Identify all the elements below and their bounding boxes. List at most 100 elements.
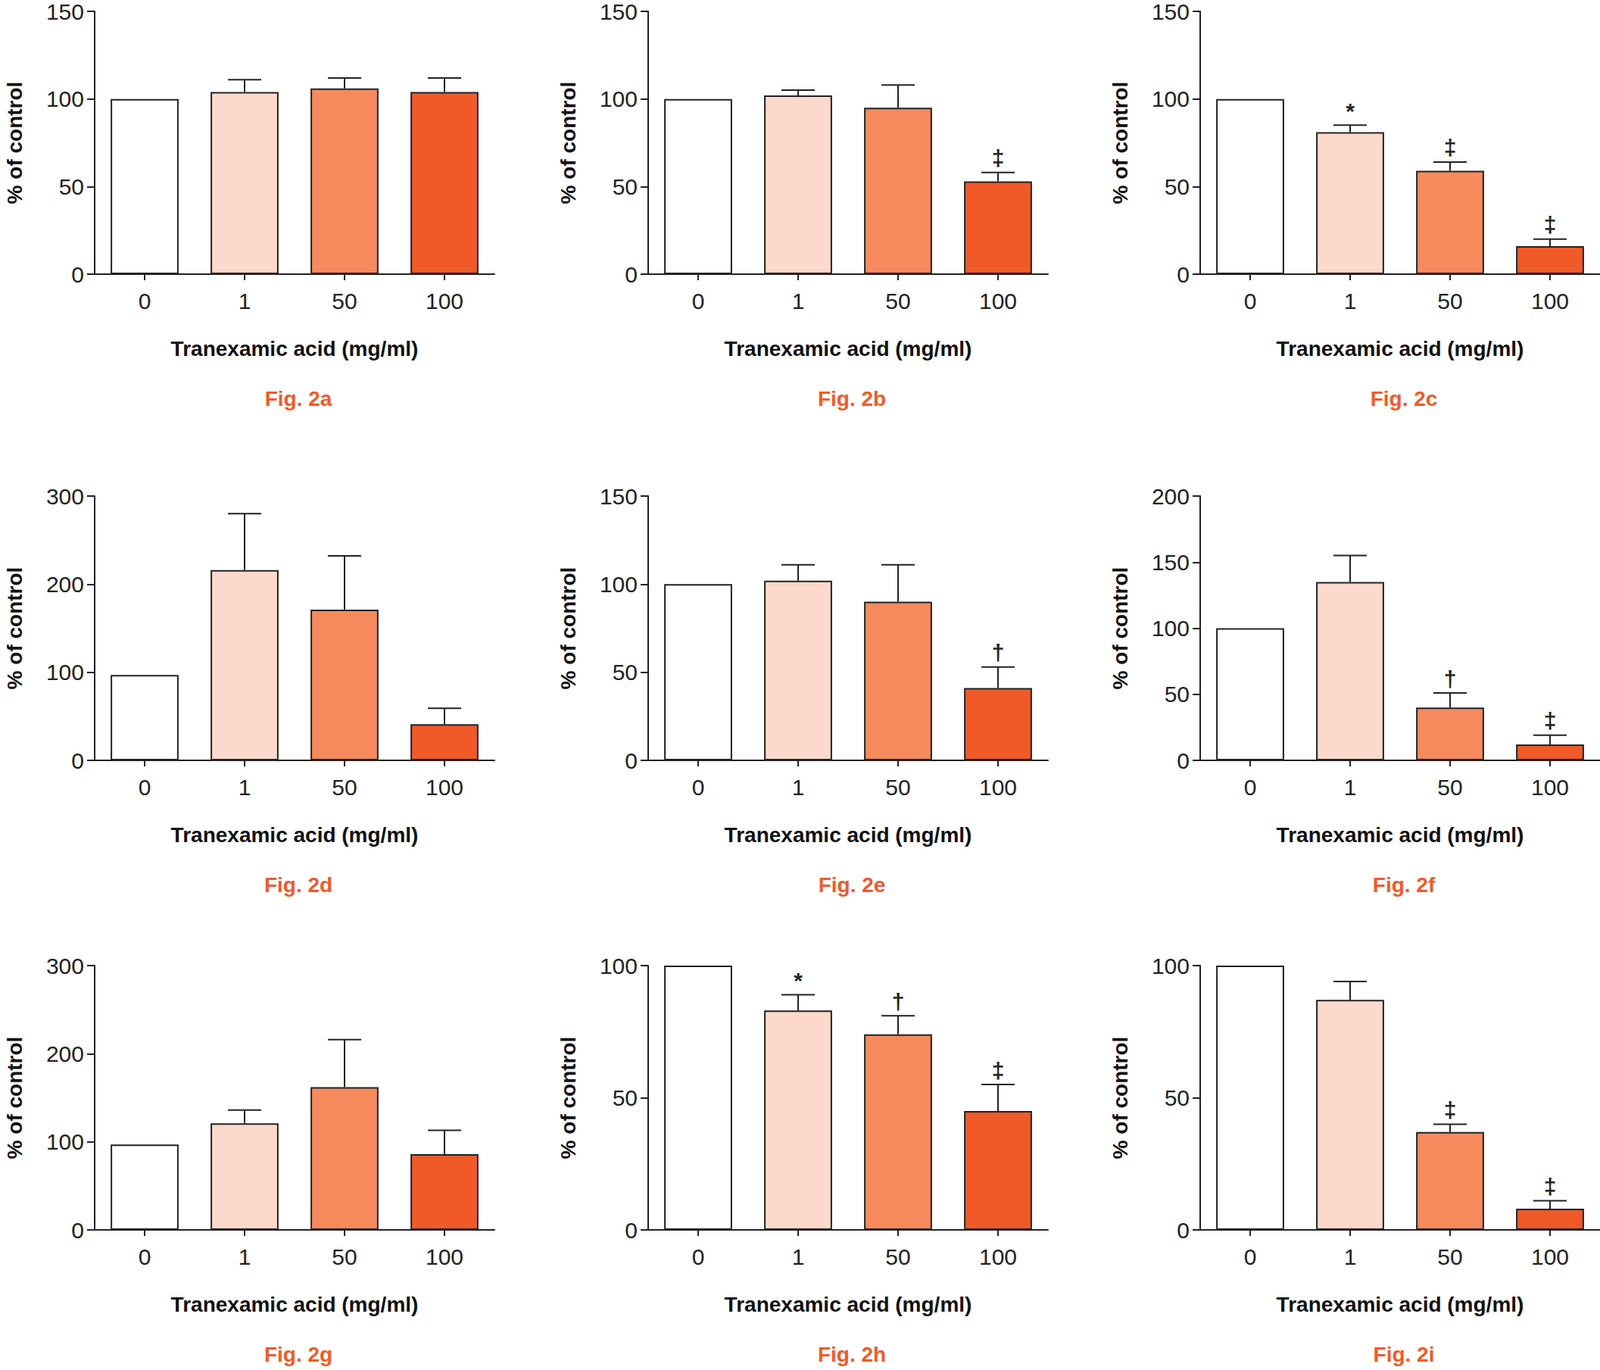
svg-text:150: 150 — [599, 0, 638, 25]
svg-text:‡: ‡ — [1543, 707, 1557, 733]
svg-text:1: 1 — [792, 1244, 805, 1270]
svg-text:100: 100 — [1151, 86, 1190, 112]
svg-text:150: 150 — [46, 0, 85, 25]
svg-text:Tranexamic acid (mg/ml): Tranexamic acid (mg/ml) — [1276, 1292, 1525, 1317]
svg-text:% of control: % of control — [1108, 567, 1133, 690]
svg-text:100: 100 — [1531, 1244, 1569, 1270]
svg-text:Tranexamic acid (mg/ml): Tranexamic acid (mg/ml) — [171, 1292, 419, 1317]
svg-text:*: * — [793, 967, 803, 993]
svg-text:200: 200 — [1151, 483, 1190, 509]
svg-text:†: † — [991, 639, 1005, 665]
svg-text:0: 0 — [692, 288, 705, 314]
svg-text:50: 50 — [1437, 1244, 1463, 1270]
svg-text:0: 0 — [1244, 1244, 1257, 1270]
svg-text:100: 100 — [979, 1244, 1017, 1270]
svg-text:100: 100 — [425, 1244, 464, 1270]
svg-text:50: 50 — [59, 174, 85, 200]
svg-text:0: 0 — [1244, 774, 1257, 800]
svg-text:‡: ‡ — [1543, 1173, 1557, 1199]
svg-text:Fig. 2d: Fig. 2d — [264, 873, 333, 897]
svg-text:100: 100 — [599, 571, 638, 597]
svg-text:0: 0 — [71, 748, 85, 774]
svg-text:Fig. 2i: Fig. 2i — [1373, 1342, 1435, 1367]
svg-text:1: 1 — [238, 774, 252, 800]
svg-text:100: 100 — [979, 288, 1017, 314]
svg-text:0: 0 — [1176, 1217, 1190, 1243]
svg-text:50: 50 — [1164, 174, 1190, 200]
svg-text:Fig. 2c: Fig. 2c — [1370, 386, 1438, 411]
svg-text:*: * — [1345, 98, 1355, 124]
svg-text:100: 100 — [599, 953, 638, 979]
svg-text:0: 0 — [624, 748, 638, 774]
svg-text:50: 50 — [331, 1244, 357, 1270]
svg-text:0: 0 — [692, 774, 705, 800]
svg-text:‡: ‡ — [1543, 212, 1557, 238]
svg-text:50: 50 — [1164, 1085, 1190, 1111]
svg-text:50: 50 — [885, 288, 911, 314]
svg-text:†: † — [1444, 666, 1457, 692]
svg-text:% of control: % of control — [3, 1036, 27, 1160]
svg-text:150: 150 — [1151, 549, 1190, 575]
svg-text:Tranexamic acid (mg/ml): Tranexamic acid (mg/ml) — [171, 336, 419, 361]
svg-text:Tranexamic acid (mg/ml): Tranexamic acid (mg/ml) — [1276, 823, 1525, 847]
svg-text:50: 50 — [1437, 774, 1463, 800]
svg-text:1: 1 — [792, 774, 805, 800]
svg-text:100: 100 — [46, 86, 85, 112]
svg-text:Fig. 2e: Fig. 2e — [818, 873, 886, 897]
svg-text:0: 0 — [1244, 288, 1257, 314]
svg-text:0: 0 — [71, 261, 85, 287]
svg-text:100: 100 — [1531, 774, 1569, 800]
svg-text:% of control: % of control — [3, 81, 27, 205]
svg-text:0: 0 — [71, 1217, 85, 1243]
svg-text:Fig. 2f: Fig. 2f — [1372, 873, 1436, 897]
svg-text:0: 0 — [624, 261, 638, 287]
svg-text:Fig. 2g: Fig. 2g — [264, 1342, 333, 1367]
svg-text:0: 0 — [1176, 261, 1190, 287]
svg-text:% of control: % of control — [1108, 81, 1133, 205]
svg-text:50: 50 — [612, 1085, 638, 1111]
svg-text:0: 0 — [138, 774, 152, 800]
svg-text:100: 100 — [46, 659, 85, 685]
svg-text:100: 100 — [599, 86, 638, 112]
svg-text:0: 0 — [692, 1244, 705, 1270]
svg-text:300: 300 — [46, 953, 85, 979]
svg-text:Tranexamic acid (mg/ml): Tranexamic acid (mg/ml) — [171, 823, 419, 847]
svg-text:50: 50 — [1164, 681, 1190, 707]
svg-text:50: 50 — [331, 774, 357, 800]
svg-text:% of control: % of control — [3, 567, 27, 690]
svg-text:100: 100 — [1151, 615, 1190, 641]
svg-text:50: 50 — [612, 659, 638, 685]
svg-text:50: 50 — [885, 1244, 911, 1270]
svg-text:100: 100 — [46, 1129, 85, 1154]
svg-text:1: 1 — [1344, 1244, 1357, 1270]
svg-text:% of control: % of control — [1108, 1036, 1133, 1160]
svg-text:1: 1 — [238, 288, 252, 314]
svg-text:Tranexamic acid (mg/ml): Tranexamic acid (mg/ml) — [724, 336, 973, 361]
svg-text:0: 0 — [624, 1217, 638, 1243]
svg-text:Fig. 2a: Fig. 2a — [265, 386, 333, 411]
svg-text:300: 300 — [46, 483, 85, 509]
svg-text:% of control: % of control — [556, 1036, 581, 1160]
svg-text:150: 150 — [1151, 0, 1190, 25]
svg-text:Fig. 2b: Fig. 2b — [817, 386, 886, 411]
svg-text:100: 100 — [425, 774, 464, 800]
svg-text:200: 200 — [46, 571, 85, 597]
svg-text:50: 50 — [331, 288, 357, 314]
svg-text:‡: ‡ — [991, 145, 1005, 171]
svg-text:0: 0 — [138, 1244, 152, 1270]
svg-text:‡: ‡ — [1444, 134, 1457, 160]
svg-text:100: 100 — [1151, 953, 1190, 979]
svg-text:Tranexamic acid (mg/ml): Tranexamic acid (mg/ml) — [724, 823, 973, 847]
svg-text:50: 50 — [885, 774, 911, 800]
svg-text:1: 1 — [1344, 774, 1357, 800]
svg-text:1: 1 — [238, 1244, 252, 1270]
svg-text:1: 1 — [792, 288, 805, 314]
svg-text:% of control: % of control — [556, 81, 581, 205]
svg-text:100: 100 — [979, 774, 1017, 800]
svg-text:Fig. 2h: Fig. 2h — [817, 1342, 886, 1367]
svg-text:Tranexamic acid (mg/ml): Tranexamic acid (mg/ml) — [1276, 336, 1525, 361]
svg-text:50: 50 — [1437, 288, 1463, 314]
svg-text:1: 1 — [1344, 288, 1357, 314]
svg-text:‡: ‡ — [991, 1057, 1005, 1083]
svg-text:0: 0 — [1176, 748, 1190, 774]
